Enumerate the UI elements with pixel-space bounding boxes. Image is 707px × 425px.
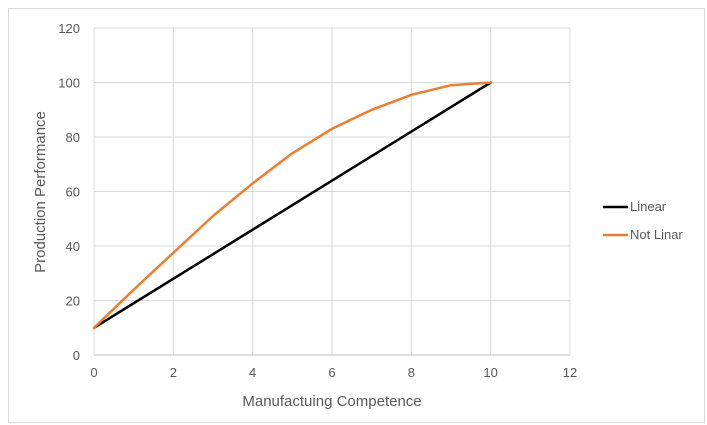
legend-label: Linear xyxy=(630,199,667,214)
x-tick-label: 0 xyxy=(90,365,97,380)
legend-label: Not Linar xyxy=(630,227,683,242)
legend: Linear Not Linar xyxy=(603,199,683,242)
x-tick-label: 8 xyxy=(408,365,415,380)
y-tick-label: 60 xyxy=(66,185,80,200)
y-tick-label: 40 xyxy=(66,239,80,254)
grid-lines xyxy=(93,27,571,356)
x-tick-label: 12 xyxy=(563,365,577,380)
y-tick-label: 80 xyxy=(66,130,80,145)
y-tick-label: 20 xyxy=(66,294,80,309)
series-line-linear xyxy=(92,81,492,330)
y-tick-label: 100 xyxy=(58,76,80,91)
series-lines xyxy=(92,81,492,330)
x-tick-label: 2 xyxy=(170,365,177,380)
y-axis-title: Production Performance xyxy=(32,111,49,273)
chart-frame xyxy=(8,8,705,423)
y-tick-label: 120 xyxy=(58,21,80,36)
x-tick-label: 10 xyxy=(483,365,497,380)
y-tick-label: 0 xyxy=(73,348,80,363)
x-axis-title: Manufactuing Competence xyxy=(242,393,421,410)
series-line-not-linar xyxy=(92,81,492,330)
x-tick-label: 4 xyxy=(249,365,256,380)
x-tick-label: 6 xyxy=(328,365,335,380)
